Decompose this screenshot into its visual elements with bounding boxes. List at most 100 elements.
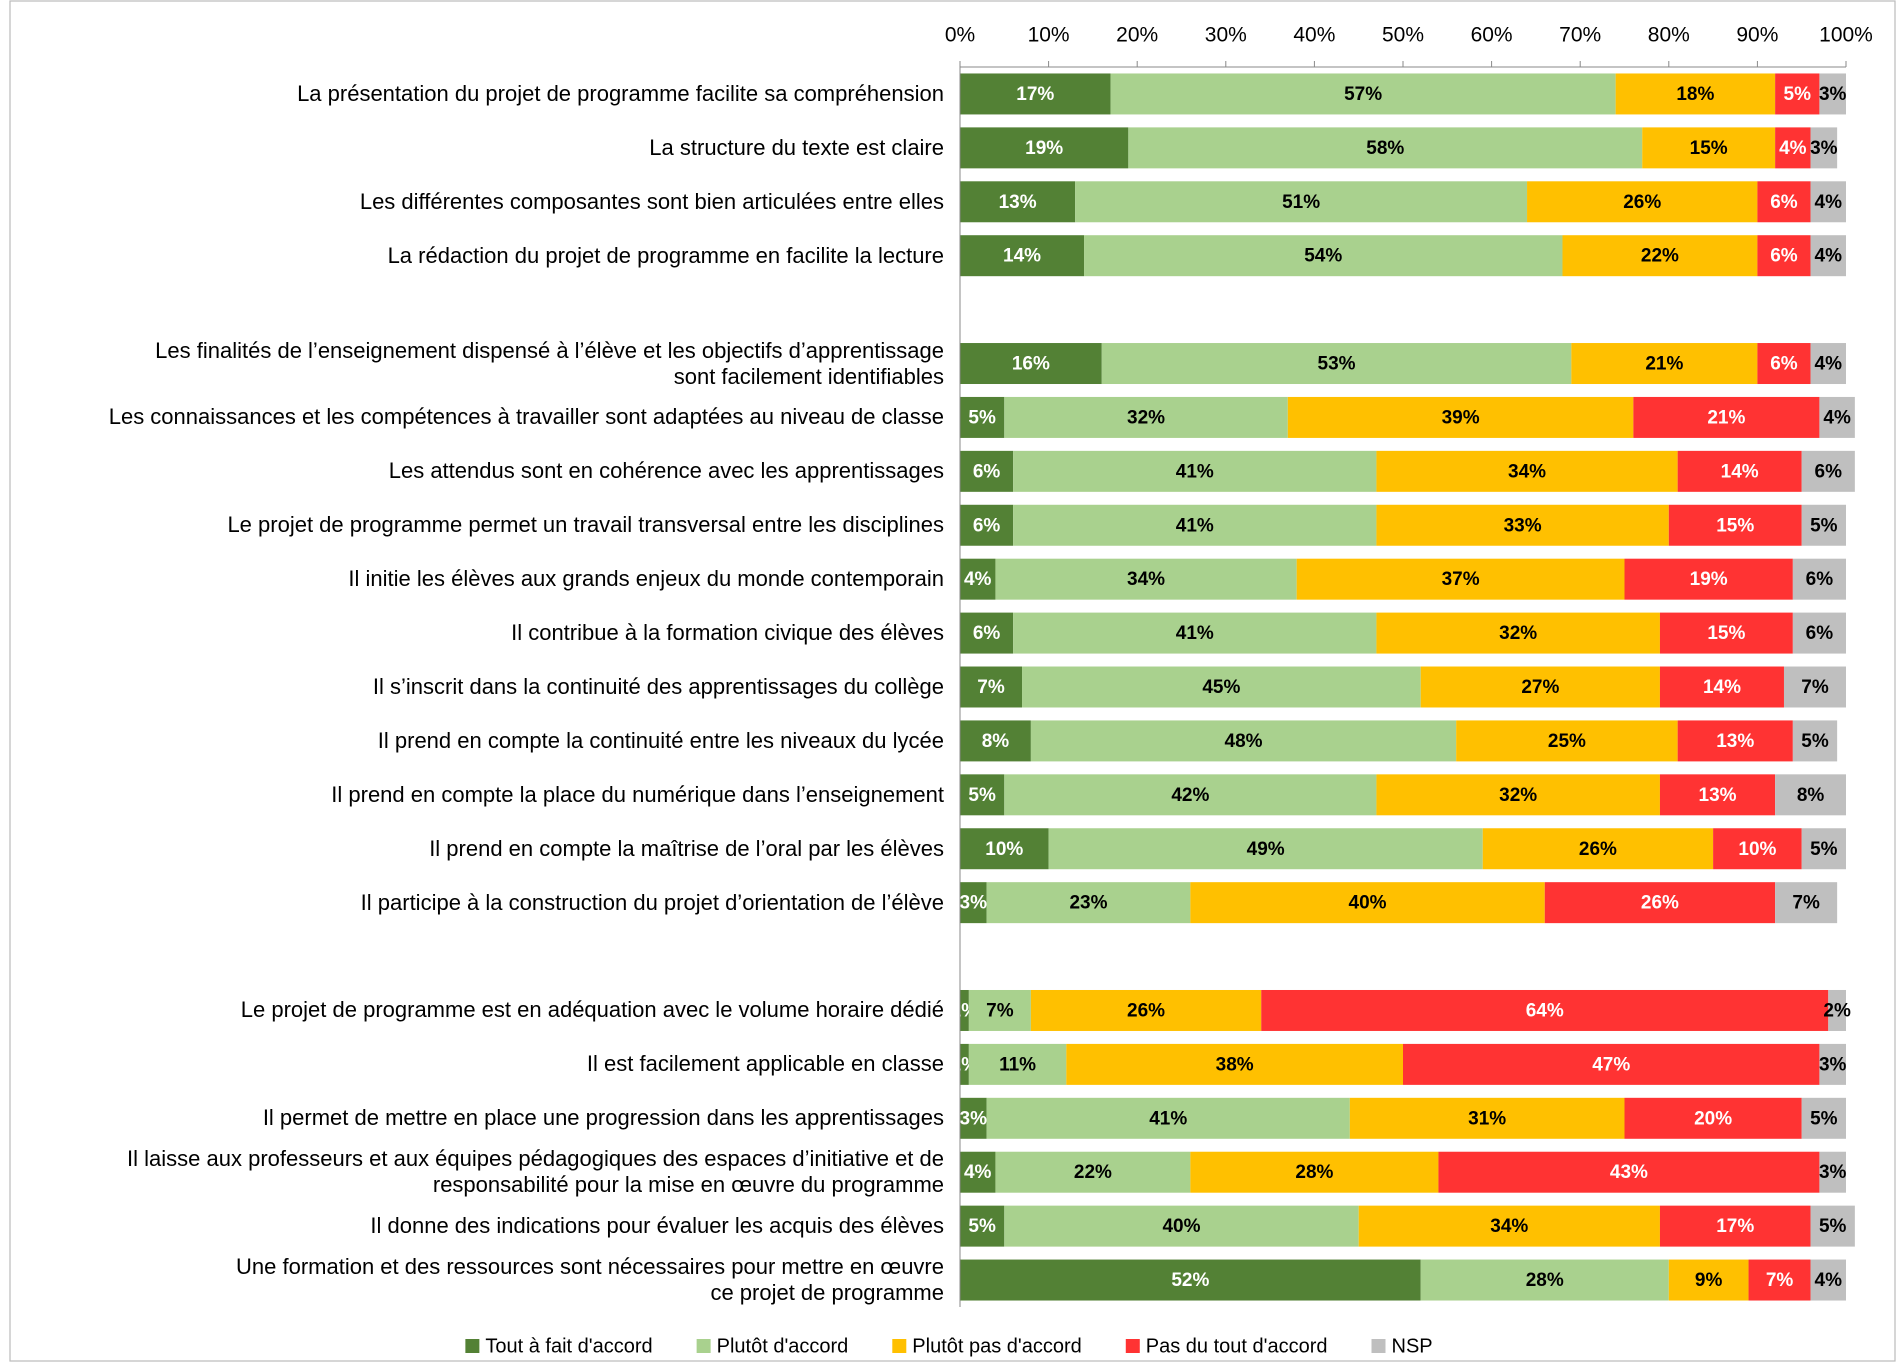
- bar-segment: [1101, 343, 1572, 385]
- bar-segment: [1819, 73, 1846, 115]
- data-label: 4%: [1779, 138, 1807, 159]
- legend-label: Plutôt d'accord: [717, 1335, 849, 1357]
- data-label: 7%: [1792, 893, 1820, 914]
- data-label: 38%: [1216, 1054, 1254, 1075]
- legend-label: NSP: [1392, 1335, 1433, 1357]
- data-label: 53%: [1318, 354, 1356, 375]
- data-label: 49%: [1247, 839, 1285, 860]
- bar-segment: [960, 1151, 996, 1193]
- bar-segment: [1048, 828, 1483, 870]
- bar-segment: [960, 181, 1076, 223]
- bar-segment: [1792, 612, 1846, 654]
- data-label: 3%: [960, 1108, 988, 1129]
- x-tick-label: 40%: [1293, 24, 1335, 47]
- data-label: 41%: [1176, 515, 1214, 536]
- bar-segment: [1659, 1205, 1811, 1247]
- bar-segment: [1775, 774, 1846, 816]
- bar-segment: [1757, 343, 1811, 385]
- bar-segment: [1783, 666, 1846, 708]
- x-tick-label: 80%: [1648, 24, 1690, 47]
- bar-segment: [1013, 450, 1377, 492]
- data-label: 41%: [1176, 623, 1214, 644]
- bar-segment: [1757, 181, 1811, 223]
- x-tick-label: 30%: [1205, 24, 1247, 47]
- legend-label: Tout à fait d'accord: [485, 1335, 652, 1357]
- bar-segment: [1810, 235, 1846, 277]
- bar-segment: [1075, 181, 1528, 223]
- bar-segment: [1004, 396, 1288, 438]
- data-label: 2%: [1823, 1000, 1851, 1021]
- data-label: 19%: [1690, 569, 1728, 590]
- data-label: 6%: [1815, 461, 1843, 482]
- data-label: 15%: [1690, 138, 1728, 159]
- data-label: 57%: [1344, 84, 1382, 105]
- data-label: 8%: [982, 731, 1010, 752]
- data-label: 26%: [1641, 893, 1679, 914]
- bar-segment: [1615, 73, 1776, 115]
- data-label: 34%: [1508, 461, 1546, 482]
- category-label: Il initie les élèves aux grands enjeux d…: [348, 566, 944, 592]
- data-label: 25%: [1548, 731, 1586, 752]
- data-label: 27%: [1521, 677, 1559, 698]
- data-label: 32%: [1499, 785, 1537, 806]
- data-label: 5%: [1801, 731, 1829, 752]
- bar-segment: [1420, 1259, 1669, 1301]
- bar-segment: [1668, 504, 1802, 546]
- data-label: 48%: [1225, 731, 1263, 752]
- bar-segment: [1819, 1043, 1846, 1085]
- data-label: 4%: [964, 569, 992, 590]
- bar-segment: [1066, 1043, 1403, 1085]
- category-label: Il participe à la construction du projet…: [360, 889, 944, 915]
- data-label: 51%: [1282, 192, 1320, 213]
- bar-segment: [1642, 127, 1776, 169]
- data-label: 54%: [1304, 246, 1342, 267]
- bar-segment: [960, 1205, 1005, 1247]
- bar-segment: [1013, 504, 1377, 546]
- x-tick-label: 10%: [1028, 24, 1070, 47]
- bar-segment: [960, 235, 1085, 277]
- data-label: 5%: [1810, 515, 1838, 536]
- data-label: 11%: [999, 1054, 1036, 1075]
- data-label: 15%: [1707, 623, 1745, 644]
- bar-segment: [986, 1097, 1350, 1139]
- bar-segment: [1190, 882, 1545, 924]
- data-label: 5%: [1810, 839, 1838, 860]
- bar-segment: [1624, 558, 1793, 600]
- bar-segment: [1261, 989, 1829, 1031]
- data-label: 42%: [1171, 785, 1209, 806]
- bar-segment: [1633, 396, 1820, 438]
- bar-segment: [1810, 343, 1846, 385]
- data-label: 21%: [1645, 354, 1683, 375]
- data-label: 32%: [1499, 623, 1537, 644]
- bar-segment: [1420, 666, 1660, 708]
- data-label: 5%: [968, 1216, 996, 1237]
- bar-segment: [960, 774, 1005, 816]
- data-label: 3%: [960, 893, 988, 914]
- bar-segment: [1571, 343, 1758, 385]
- legend-swatch: [1371, 1339, 1386, 1353]
- data-label: 40%: [1162, 1216, 1200, 1237]
- data-label: 15%: [1716, 515, 1754, 536]
- data-label: 5%: [1784, 84, 1812, 105]
- data-label: 58%: [1366, 138, 1404, 159]
- x-tick-label: 0%: [945, 24, 975, 47]
- data-label: 6%: [1806, 623, 1834, 644]
- bar-segment: [1013, 612, 1377, 654]
- bar-segment: [1482, 828, 1714, 870]
- data-label: 14%: [1003, 246, 1041, 267]
- data-label: 5%: [968, 785, 996, 806]
- bar-segment: [960, 720, 1031, 762]
- x-tick-label: 20%: [1116, 24, 1158, 47]
- category-label: Il laisse aux professeurs et aux équipes…: [127, 1146, 944, 1198]
- category-label: Les attendus sont en cohérence avec les …: [388, 458, 944, 484]
- x-tick-label: 50%: [1382, 24, 1424, 47]
- bar-segment: [1828, 989, 1846, 1031]
- bar-segment: [1287, 396, 1634, 438]
- data-label: 31%: [1468, 1108, 1506, 1129]
- bar-segment: [1810, 127, 1838, 169]
- bar-segment: [960, 127, 1129, 169]
- data-label: 16%: [1012, 354, 1050, 375]
- data-label: 5%: [968, 407, 996, 428]
- data-label: 7%: [1766, 1270, 1794, 1291]
- bar-segment: [960, 558, 996, 600]
